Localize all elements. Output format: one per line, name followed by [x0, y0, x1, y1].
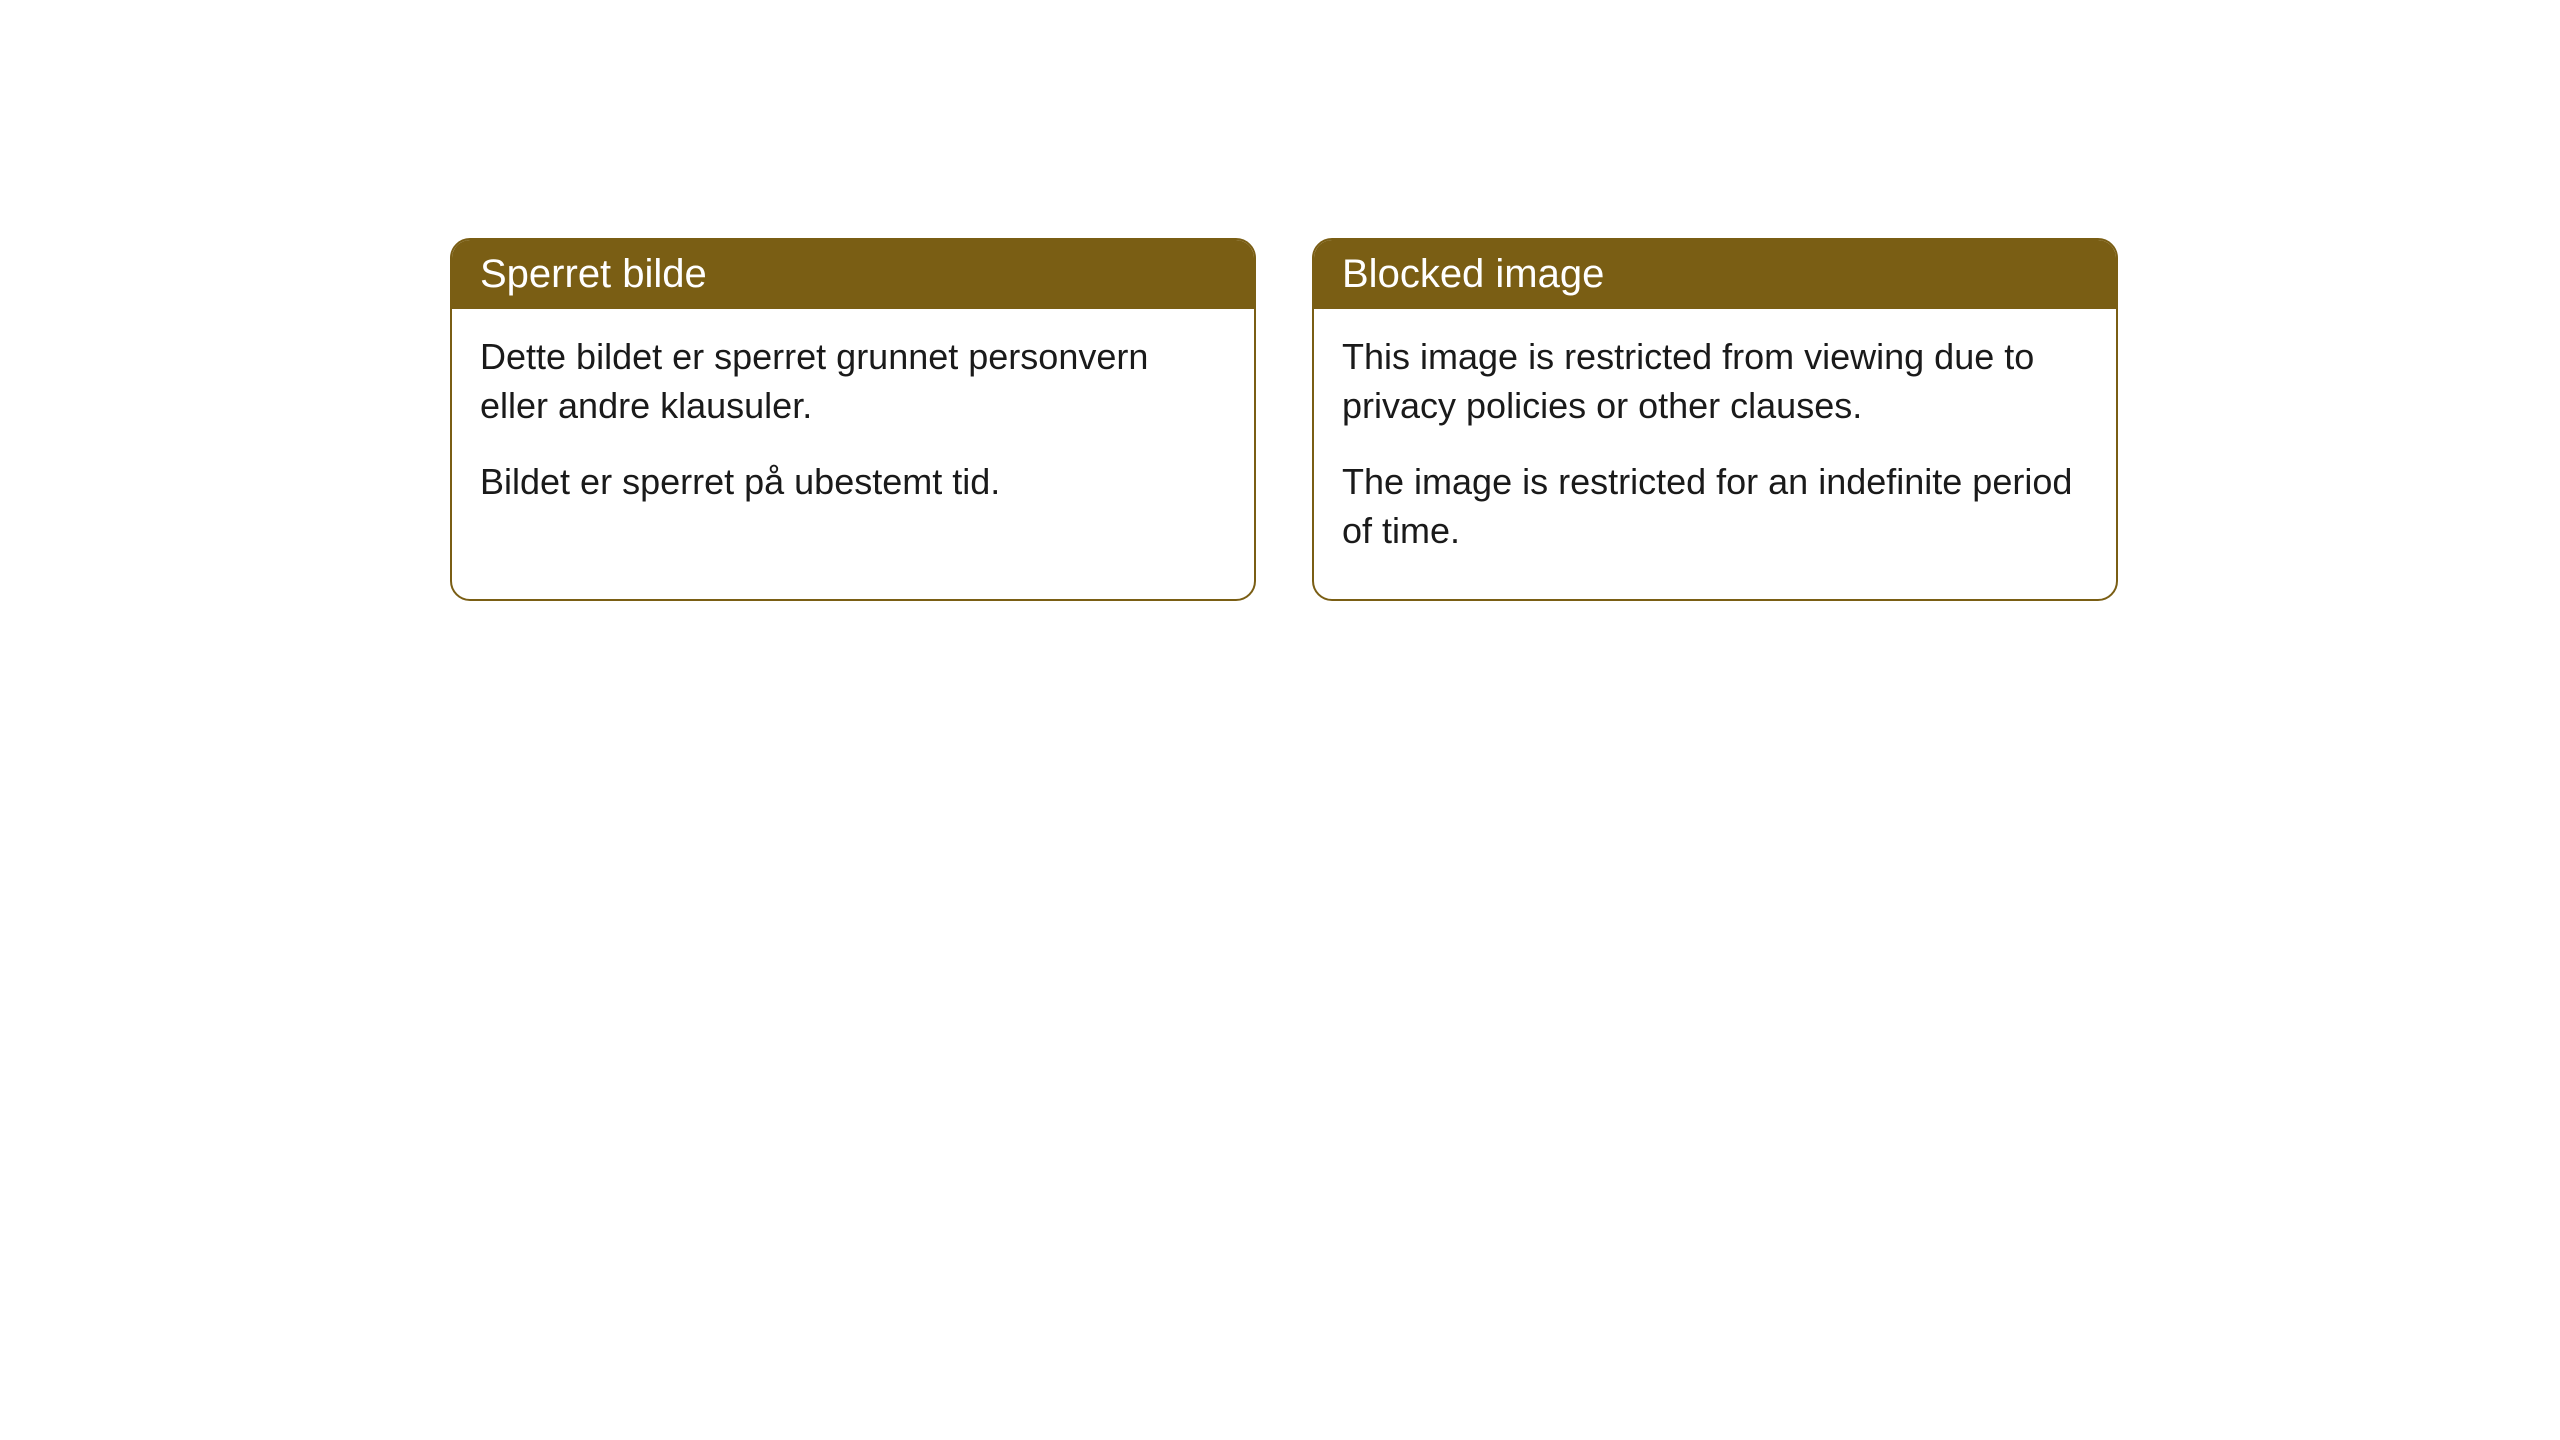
card-paragraph: Bildet er sperret på ubestemt tid. [480, 458, 1226, 507]
notice-card-english: Blocked image This image is restricted f… [1312, 238, 2118, 601]
card-title: Blocked image [1342, 252, 1604, 296]
notice-cards-container: Sperret bilde Dette bildet er sperret gr… [450, 238, 2118, 601]
card-body-norwegian: Dette bildet er sperret grunnet personve… [452, 309, 1254, 551]
card-paragraph: The image is restricted for an indefinit… [1342, 458, 2088, 555]
card-body-english: This image is restricted from viewing du… [1314, 309, 2116, 599]
card-header-norwegian: Sperret bilde [452, 240, 1254, 309]
card-title: Sperret bilde [480, 252, 707, 296]
card-paragraph: Dette bildet er sperret grunnet personve… [480, 333, 1226, 430]
card-paragraph: This image is restricted from viewing du… [1342, 333, 2088, 430]
notice-card-norwegian: Sperret bilde Dette bildet er sperret gr… [450, 238, 1256, 601]
card-header-english: Blocked image [1314, 240, 2116, 309]
